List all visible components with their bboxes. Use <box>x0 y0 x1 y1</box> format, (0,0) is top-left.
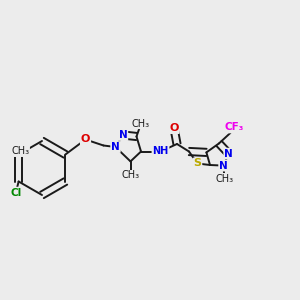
Text: N: N <box>224 148 233 159</box>
Text: CH₃: CH₃ <box>122 170 140 181</box>
Text: Cl: Cl <box>10 188 22 198</box>
Text: N: N <box>111 142 120 152</box>
Text: CF₃: CF₃ <box>224 122 244 133</box>
Text: S: S <box>194 158 201 169</box>
Text: N: N <box>219 160 228 171</box>
Text: CH₃: CH₃ <box>215 173 233 184</box>
Text: CH₃: CH₃ <box>132 118 150 129</box>
Text: CH₃: CH₃ <box>11 146 29 157</box>
Text: O: O <box>169 123 179 133</box>
Text: O: O <box>81 134 90 145</box>
Text: NH: NH <box>152 146 169 157</box>
Text: N: N <box>118 130 127 140</box>
